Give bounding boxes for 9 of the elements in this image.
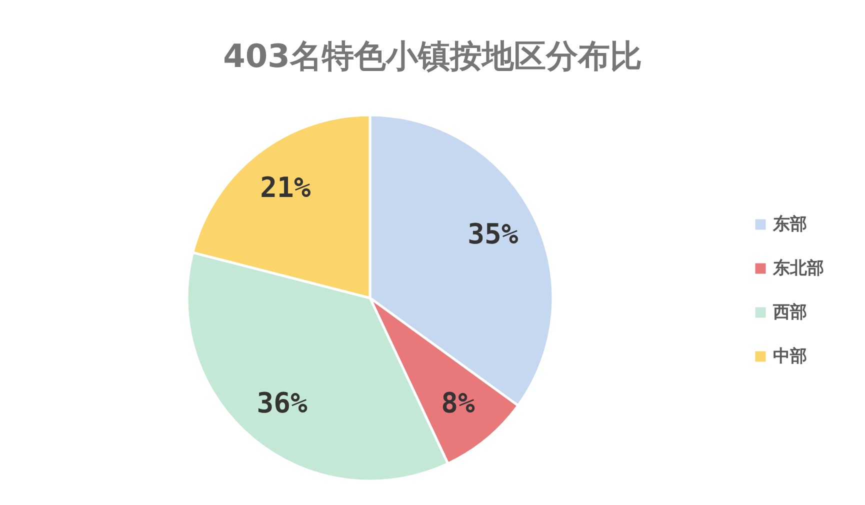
data-label: 36% xyxy=(256,386,308,420)
legend-label: 东部 xyxy=(772,214,807,234)
chart-title: 403名特色小镇按地区分布比 xyxy=(223,37,642,75)
data-label: 21% xyxy=(260,170,311,204)
legend-label: 西部 xyxy=(772,302,807,322)
data-label: 8% xyxy=(441,386,475,420)
data-label: 35% xyxy=(468,217,518,250)
legend-label: 中部 xyxy=(773,346,807,366)
legend-label: 东北部 xyxy=(772,258,824,278)
